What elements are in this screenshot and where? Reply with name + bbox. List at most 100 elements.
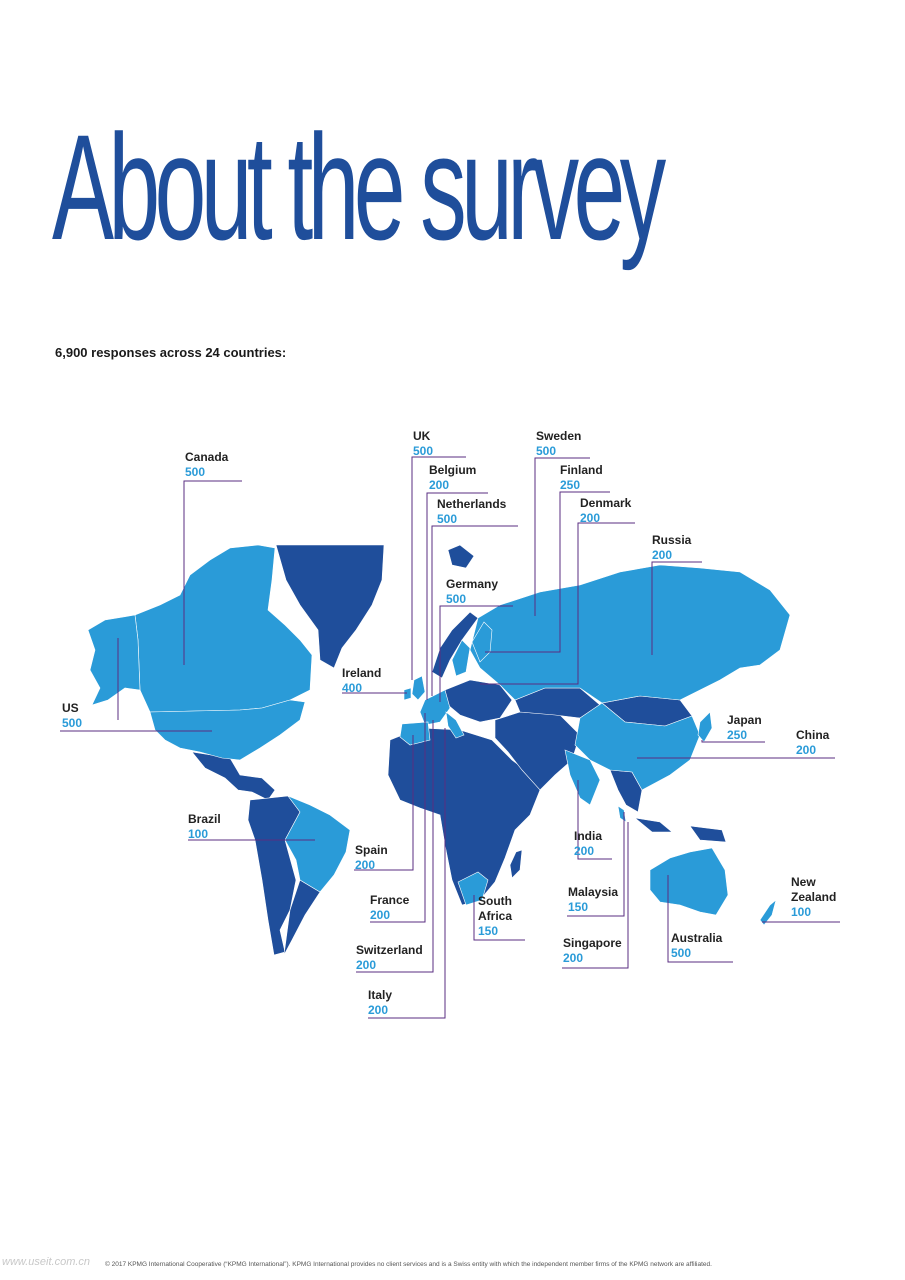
- germany-leader: [439, 605, 513, 702]
- response-count: 100: [791, 905, 812, 919]
- country-name: Australia: [671, 931, 723, 945]
- response-count: 500: [671, 946, 692, 960]
- spain-leader: [354, 735, 414, 871]
- sweden-leader: [534, 457, 590, 616]
- copyright-footer: © 2017 KPMG International Cooperative (“…: [105, 1261, 712, 1268]
- label-singapore: Singapore 200: [563, 936, 622, 966]
- label-india: India 200: [574, 829, 602, 859]
- page-title: About the survey: [52, 103, 666, 271]
- singapore-leader: [562, 822, 629, 969]
- indonesia-shape: [633, 817, 727, 843]
- russia-leader: [651, 561, 702, 655]
- label-spain: Spain 200: [355, 843, 388, 873]
- response-count: 150: [568, 900, 589, 914]
- sweden-shape: [451, 639, 471, 677]
- country-name: China: [796, 728, 830, 742]
- denmark-leader: [480, 522, 635, 685]
- label-china: China 200: [796, 728, 829, 758]
- malaysia-leader: [567, 812, 625, 917]
- india-leader: [577, 780, 612, 860]
- country-name: Denmark: [580, 496, 632, 510]
- country-name: France: [370, 893, 410, 907]
- country-name: South Africa: [478, 894, 513, 923]
- label-germany: Germany 500: [446, 577, 498, 607]
- response-count: 200: [563, 951, 584, 965]
- malaysia-shape: [617, 805, 627, 823]
- ireland-shape: [403, 687, 412, 701]
- country-name: Russia: [652, 533, 692, 547]
- switzerland-leader: [356, 720, 434, 973]
- response-count: 200: [574, 844, 595, 858]
- response-count: 200: [368, 1003, 389, 1017]
- response-count: 500: [62, 716, 83, 730]
- response-count: 150: [478, 924, 499, 938]
- country-name: New Zealand: [791, 875, 837, 904]
- new-zealand-shape: [759, 899, 777, 926]
- label-south-africa: South Africa 150: [478, 894, 528, 939]
- country-name: US: [62, 701, 79, 715]
- label-brazil: Brazil 100: [188, 812, 221, 842]
- label-canada: Canada 500: [185, 450, 228, 480]
- label-russia: Russia 200: [652, 533, 691, 563]
- other-countries: [191, 544, 727, 956]
- label-italy: Italy 200: [368, 988, 392, 1018]
- response-count: 200: [356, 958, 377, 972]
- label-australia: Australia 500: [671, 931, 722, 961]
- south-africa-shape: [457, 871, 489, 906]
- canada-leader: [183, 480, 242, 665]
- uk-leader: [411, 456, 466, 680]
- madagascar-shape: [509, 849, 523, 879]
- country-name: India: [574, 829, 603, 843]
- australia-leader: [667, 875, 733, 963]
- survey-summary: 6,900 responses across 24 countries:: [55, 345, 287, 360]
- response-count: 200: [796, 743, 817, 757]
- country-name: Finland: [560, 463, 603, 477]
- response-count: 200: [580, 511, 601, 525]
- netherlands-leader: [431, 525, 518, 696]
- label-us: US 500: [62, 701, 82, 731]
- svalbard-shape: [447, 544, 475, 569]
- response-count: 250: [727, 728, 748, 742]
- surveyed-countries: [87, 544, 791, 926]
- watermark: www.useit.com.cn: [2, 1256, 91, 1268]
- response-count: 400: [342, 681, 363, 695]
- country-name: Spain: [355, 843, 388, 857]
- country-name: Belgium: [429, 463, 477, 477]
- label-denmark: Denmark 200: [580, 496, 631, 526]
- response-count: 200: [429, 478, 450, 492]
- africa-shape: [387, 727, 541, 906]
- country-name: Germany: [446, 577, 499, 591]
- label-belgium: Belgium 200: [429, 463, 476, 493]
- country-name: Brazil: [188, 812, 221, 826]
- france-leader: [370, 713, 426, 923]
- japan-leader: [701, 740, 765, 743]
- response-count: 500: [185, 465, 206, 479]
- country-name: Japan: [727, 713, 762, 727]
- alaska-shape: [87, 614, 141, 706]
- response-count: 250: [560, 478, 581, 492]
- label-new-zealand: New Zealand 100: [791, 875, 846, 920]
- south-africa-leader: [473, 895, 525, 941]
- label-sweden: Sweden 500: [536, 429, 581, 459]
- response-count: 500: [536, 444, 557, 458]
- us-shape: [149, 699, 306, 761]
- belgium-leader: [426, 492, 488, 700]
- response-count: 200: [355, 858, 376, 872]
- eastern-europe-shape: [444, 679, 513, 723]
- japan-shape: [697, 711, 713, 743]
- uk-shape: [411, 675, 426, 701]
- response-count: 500: [446, 592, 467, 606]
- country-name: UK: [413, 429, 431, 443]
- finland-leader: [485, 491, 610, 653]
- label-japan: Japan 250: [727, 713, 762, 743]
- country-name: Switzerland: [356, 943, 423, 957]
- label-uk: UK 500: [413, 429, 433, 459]
- label-ireland: Ireland 400: [342, 666, 381, 696]
- italy-leader: [368, 728, 446, 1019]
- response-count: 200: [652, 548, 673, 562]
- country-name: Netherlands: [437, 497, 507, 511]
- country-name: Italy: [368, 988, 393, 1002]
- leader-lines: [60, 456, 840, 1019]
- italy-shape: [445, 711, 465, 739]
